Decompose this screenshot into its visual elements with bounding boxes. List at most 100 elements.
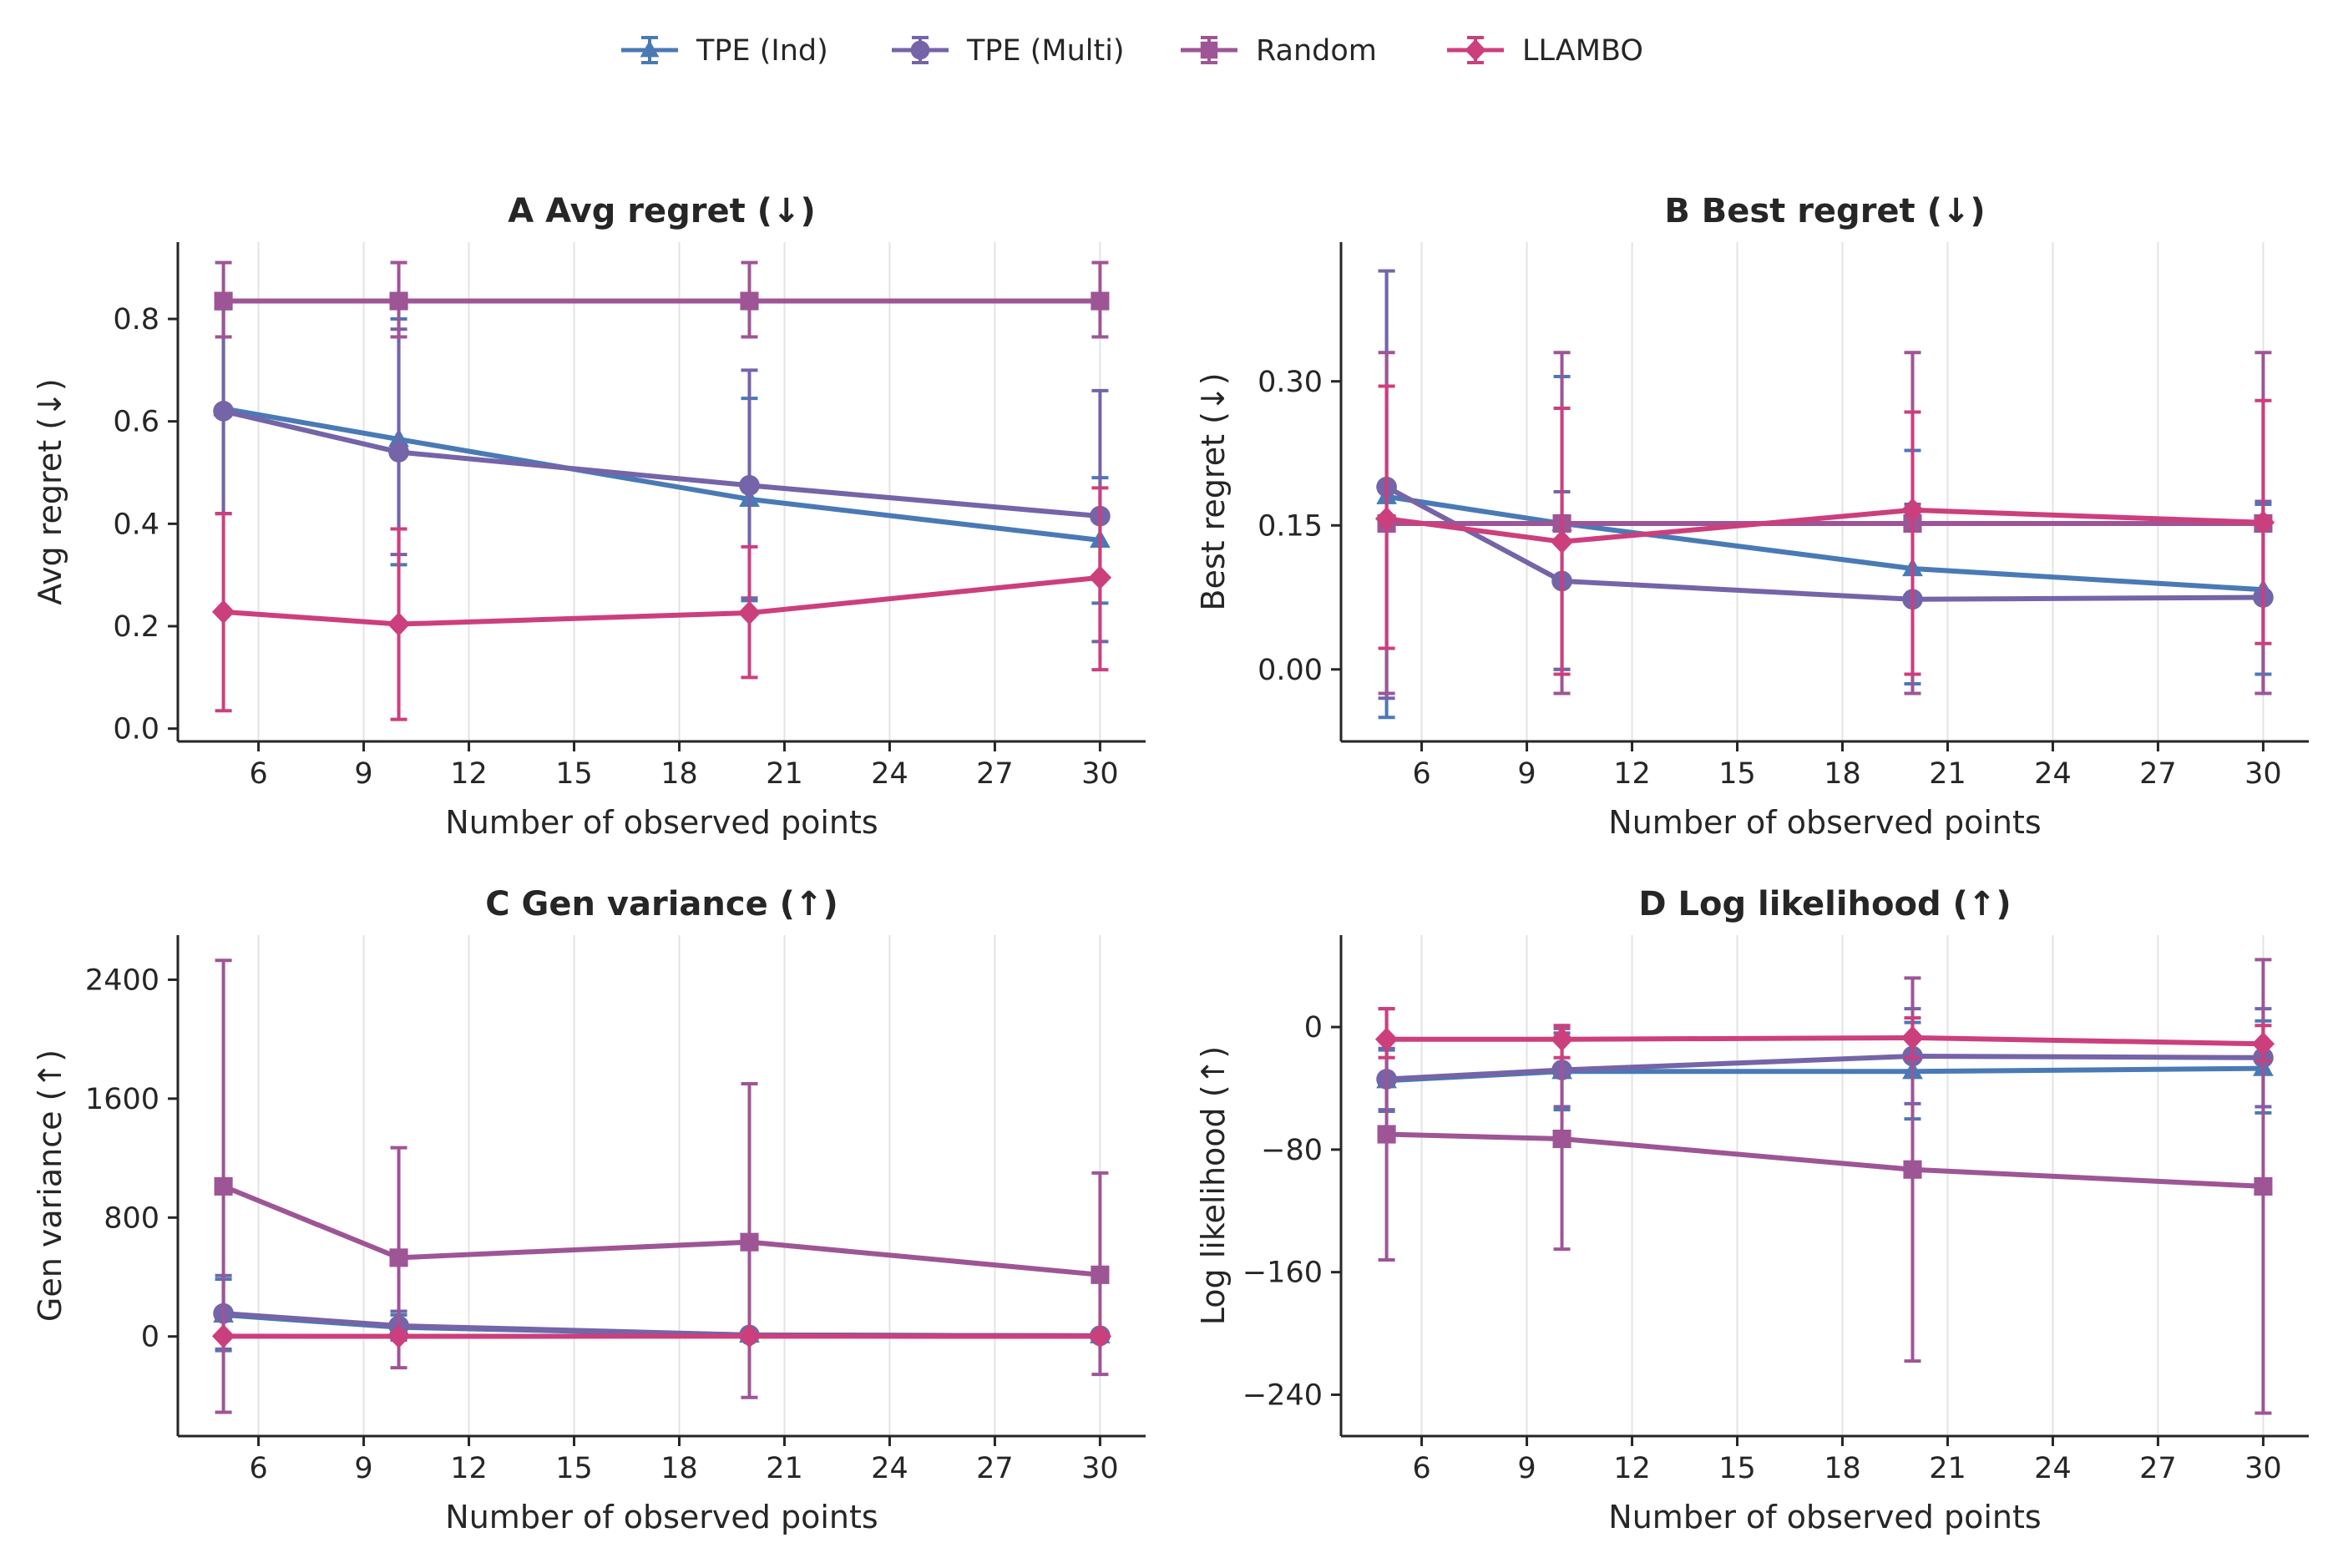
- series-line: [222, 408, 1101, 519]
- x-tick-label: 30: [2244, 757, 2282, 791]
- series-line: [222, 1184, 1101, 1277]
- data-point-square: [214, 291, 233, 311]
- x-tick-label: 6: [249, 757, 267, 791]
- y-tick-label: 0: [141, 1321, 159, 1354]
- data-point-diamond: [1900, 498, 1925, 523]
- series-line: [223, 406, 1101, 543]
- x-tick-label: 24: [871, 1452, 908, 1485]
- panel-title: A Avg regret (↓): [508, 192, 816, 230]
- y-tick-label: 0.00: [1258, 654, 1323, 687]
- series-line: [1386, 1053, 2264, 1082]
- series-line: [1385, 484, 2264, 602]
- data-point-diamond: [1374, 1027, 1399, 1052]
- data-point-square: [1552, 1129, 1571, 1149]
- x-tick-label: 18: [1824, 757, 1861, 791]
- series-line: [1386, 493, 2264, 593]
- series-random: [1377, 958, 2273, 1415]
- x-tick-label: 9: [1517, 757, 1536, 791]
- data-point-circle: [739, 474, 760, 496]
- x-tick-label: 12: [450, 1452, 488, 1485]
- x-tick-label: 27: [976, 757, 1014, 791]
- data-point-diamond: [211, 599, 235, 625]
- data-point-square: [740, 291, 759, 311]
- data-point-square: [2254, 1176, 2273, 1196]
- x-tick-label: 15: [555, 757, 593, 791]
- series-tpe-ind: [213, 1277, 1111, 1353]
- y-tick-label: 0.0: [113, 713, 159, 746]
- x-tick-label: 6: [1412, 1452, 1430, 1485]
- series-random: [214, 260, 1110, 339]
- chart-panels: 6 9 12 15 18 21 24 27 30 0.0 0.2 0.4 0.6 0.8 A Avg reg…: [32, 192, 2309, 1535]
- series-random: [1377, 351, 2273, 695]
- data-point-diamond: [1088, 1324, 1112, 1348]
- x-tick-label: 9: [354, 757, 372, 791]
- series-llambo: [211, 486, 1112, 721]
- y-tick-label: 0.15: [1258, 509, 1323, 543]
- series-llambo: [1374, 1007, 2275, 1063]
- legend-marker-triangle: [640, 40, 660, 58]
- series-tpe-ind: [213, 301, 1111, 605]
- series-random: [214, 959, 1110, 1414]
- data-point-diamond: [387, 1324, 411, 1348]
- panel-title: B Best regret (↓): [1664, 192, 1985, 230]
- x-tick-label: 27: [2139, 757, 2177, 791]
- data-point-diamond: [211, 1324, 235, 1348]
- x-tick-label: 18: [1824, 1452, 1861, 1485]
- data-point-square: [389, 1248, 408, 1267]
- x-axis-label: Number of observed points: [1608, 1499, 2041, 1535]
- data-point-diamond: [737, 600, 762, 625]
- x-tick-label: 30: [1081, 757, 1119, 791]
- x-tick-label: 24: [2034, 757, 2072, 791]
- x-tick-label: 18: [660, 757, 698, 791]
- x-tick-label: 27: [976, 1452, 1014, 1485]
- x-tick-label: 21: [1929, 757, 1966, 791]
- series-llambo: [1374, 384, 2275, 676]
- x-tick-label: 15: [1718, 757, 1756, 791]
- x-tick-label: 12: [450, 757, 488, 791]
- x-tick-label: 21: [766, 1452, 803, 1485]
- x-tick-label: 24: [871, 757, 908, 791]
- x-tick-label: 21: [766, 757, 803, 791]
- y-tick-label: −240: [1242, 1378, 1323, 1412]
- legend-item-random: Random: [1181, 34, 1377, 68]
- legend-marker-diamond: [1465, 38, 1486, 62]
- legend-label: TPE (Ind): [696, 34, 828, 68]
- panel-title: C Gen variance (↑): [485, 885, 838, 923]
- y-tick-label: 0.6: [113, 406, 159, 439]
- y-tick-label: 1600: [85, 1083, 159, 1116]
- x-axis-label: Number of observed points: [445, 1499, 878, 1535]
- y-axis-label: Log likelihood (↑): [1195, 1046, 1232, 1326]
- data-point-diamond: [1374, 506, 1399, 531]
- legend-label: LLAMBO: [1522, 34, 1643, 68]
- series-line: [1386, 1034, 2264, 1047]
- y-tick-label: 0.2: [113, 610, 159, 644]
- panel-b: 6 9 12 15 18 21 24 27 30 0.00 0.15 0.30 B Best regre…: [1195, 192, 2309, 841]
- data-point-square: [214, 1176, 233, 1196]
- data-point-square: [389, 291, 408, 311]
- x-tick-label: 18: [660, 1452, 698, 1485]
- data-point-square: [740, 1232, 759, 1252]
- legend-label: Random: [1256, 34, 1377, 68]
- legend: TPE (Ind) TPE (Multi) Random LLAMBO: [621, 34, 1643, 68]
- data-point-diamond: [737, 1324, 762, 1348]
- panel-a: 6 9 12 15 18 21 24 27 30 0.0 0.2 0.4 0.6 0.8 A Avg reg…: [32, 192, 1146, 841]
- y-tick-label: 0.8: [113, 303, 159, 336]
- y-tick-label: 2400: [85, 964, 159, 997]
- data-point-diamond: [1900, 1025, 1925, 1050]
- x-axis-label: Number of observed points: [445, 804, 878, 841]
- data-point-circle: [213, 401, 234, 422]
- legend-item-llambo: LLAMBO: [1447, 34, 1643, 68]
- x-axis-label: Number of observed points: [1608, 804, 2041, 841]
- data-point-square: [1091, 291, 1110, 311]
- x-tick-label: 15: [1718, 1452, 1756, 1485]
- y-tick-label: −160: [1242, 1257, 1323, 1290]
- series-line: [1386, 1131, 2264, 1189]
- y-axis-label: Gen variance (↑): [32, 1050, 68, 1322]
- x-tick-label: 6: [1412, 757, 1430, 791]
- legend-item-tpe-ind: TPE (Ind): [621, 34, 828, 68]
- data-point-diamond: [2251, 510, 2275, 535]
- series-tpe-ind: [1376, 1019, 2274, 1121]
- series-line: [223, 1311, 1101, 1338]
- data-point-circle: [388, 442, 409, 463]
- data-point-diamond: [1088, 565, 1112, 590]
